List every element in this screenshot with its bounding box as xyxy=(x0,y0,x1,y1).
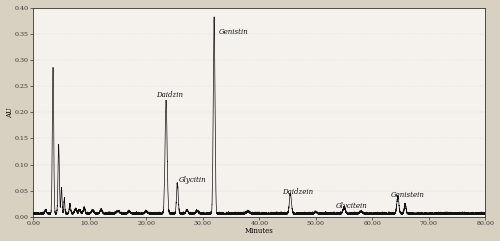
Text: Daidzin: Daidzin xyxy=(156,91,184,99)
Text: Glycitein: Glycitein xyxy=(336,201,368,210)
Text: Genistin: Genistin xyxy=(218,28,248,36)
Text: Daidzein: Daidzein xyxy=(282,188,313,196)
Text: Genistein: Genistein xyxy=(390,191,424,199)
X-axis label: Minutes: Minutes xyxy=(245,228,274,235)
Text: Glycitin: Glycitin xyxy=(179,176,206,184)
Y-axis label: AU: AU xyxy=(6,107,14,118)
